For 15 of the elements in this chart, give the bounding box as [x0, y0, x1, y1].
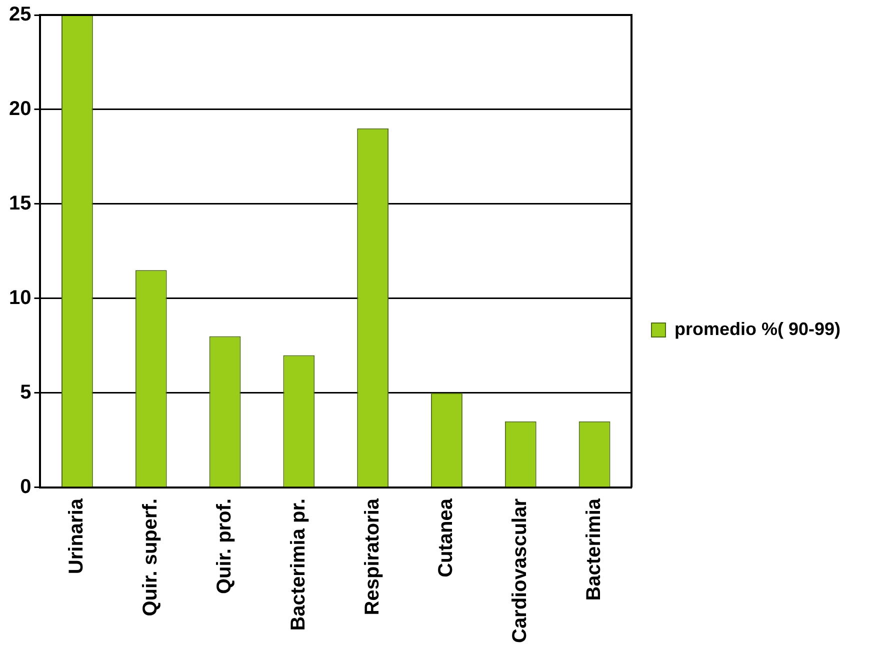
- x-tick-label: Quir. prof.: [214, 498, 236, 594]
- y-tick-label: 10: [8, 287, 32, 310]
- x-tick-label: Bacterimia pr.: [287, 498, 310, 631]
- x-tick-label: Urinaria: [66, 498, 88, 574]
- x-tick-label: Quir. superf.: [140, 498, 162, 616]
- y-tick-label: 0: [20, 476, 32, 498]
- y-tick-label: 15: [8, 192, 32, 215]
- y-tick-label: 20: [8, 98, 32, 120]
- x-tick-label: Respiratoria: [361, 498, 384, 616]
- x-tick-label: Cutanea: [435, 498, 458, 578]
- x-tick-label: Bacterimia: [583, 498, 606, 601]
- y-tick-label: 25: [8, 4, 32, 26]
- legend-label: promedio %( 90-99): [674, 318, 841, 339]
- y-tick-label: 5: [20, 382, 32, 404]
- x-tick-label: Cardiovascular: [509, 498, 532, 644]
